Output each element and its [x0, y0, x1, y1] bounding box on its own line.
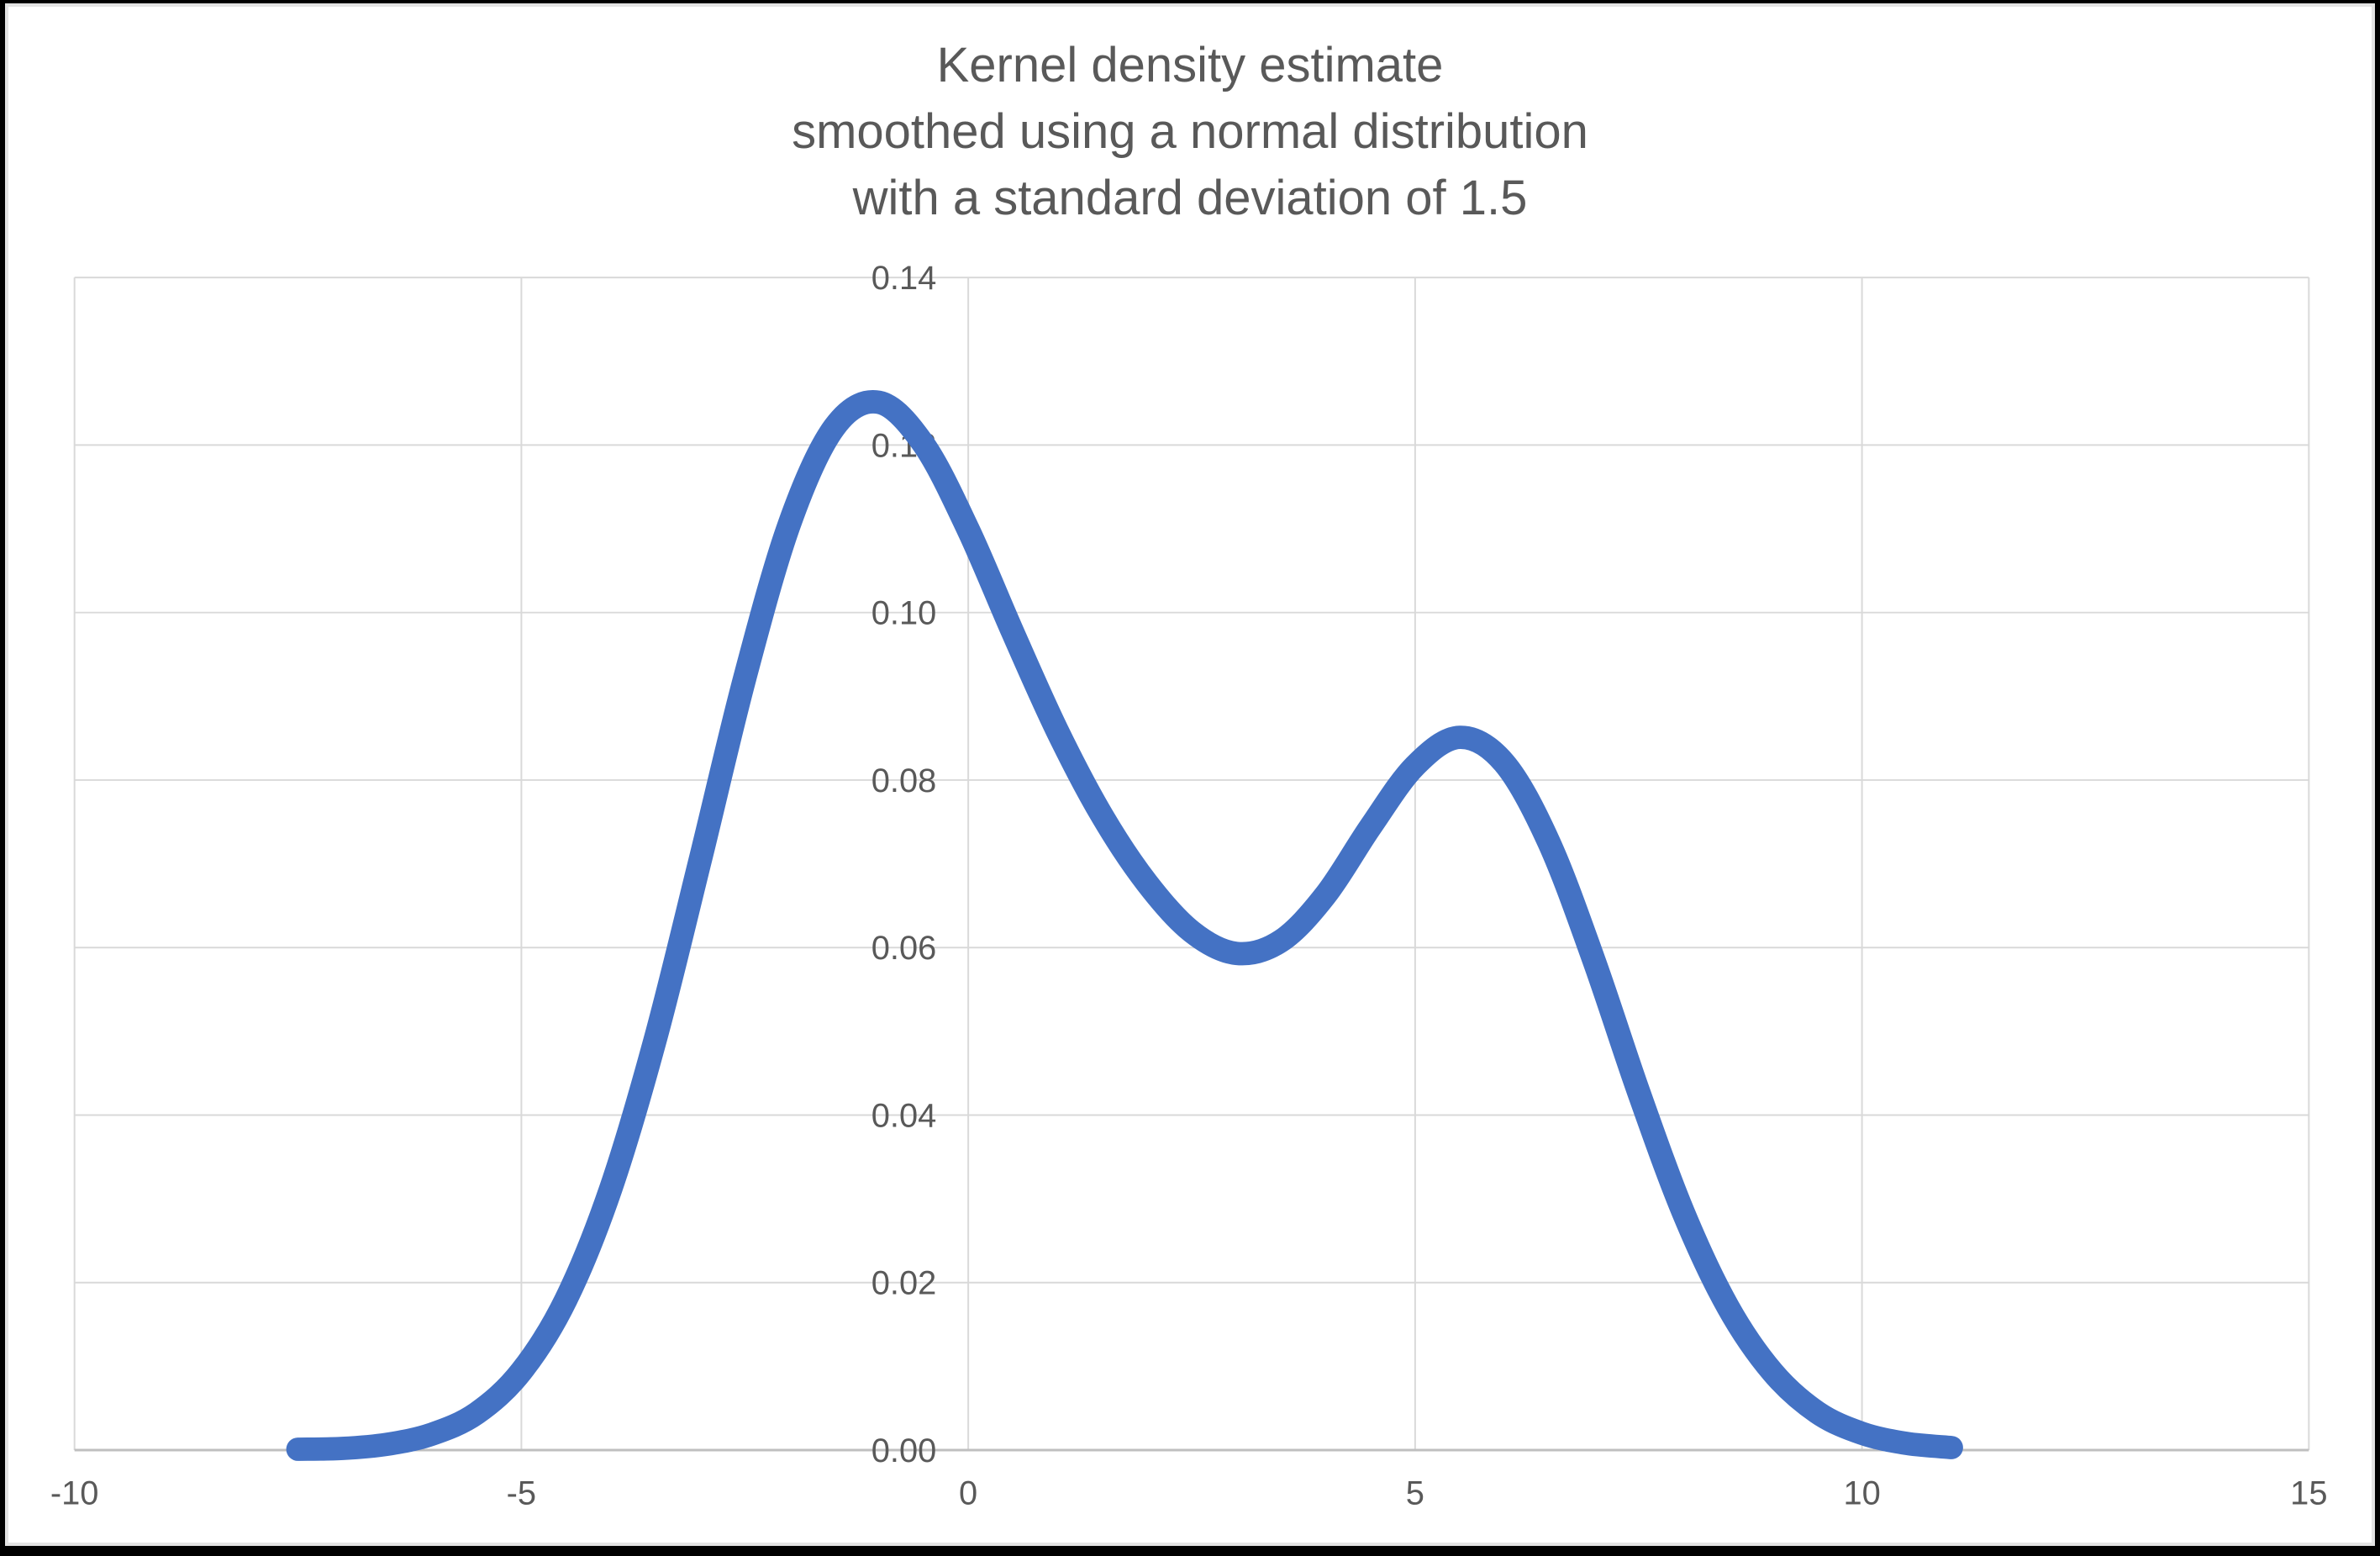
y-tick-label: 0.10 — [871, 595, 937, 632]
kde-curve — [286, 390, 1963, 1461]
y-tick-label: 0.06 — [871, 930, 937, 967]
chart-title-line-1: Kernel density estimate — [936, 38, 1444, 92]
y-tick-label: 0.08 — [871, 762, 937, 799]
y-tick-label: 0.14 — [871, 260, 937, 297]
x-tick-label: 15 — [2290, 1475, 2327, 1512]
x-tick-label: -5 — [507, 1475, 536, 1512]
chart-title-line-2: smoothed using a normal distribution — [792, 104, 1588, 159]
x-tick-label: 0 — [959, 1475, 977, 1512]
y-tick-label: 0.00 — [871, 1432, 937, 1469]
x-tick-label: 5 — [1406, 1475, 1424, 1512]
y-tick-label: 0.02 — [871, 1265, 937, 1302]
x-tick-label: -10 — [50, 1475, 99, 1512]
y-tick-label: 0.04 — [871, 1097, 937, 1134]
x-tick-label: 10 — [1843, 1475, 1880, 1512]
chart-title-line-3: with a standard deviation of 1.5 — [852, 171, 1528, 225]
kde-plot: 0.000.020.040.060.080.100.120.14-10 -5 0 5 1… — [50, 260, 2328, 1512]
chart-title: Kernel density estimate smoothed using a… — [5, 32, 2375, 231]
